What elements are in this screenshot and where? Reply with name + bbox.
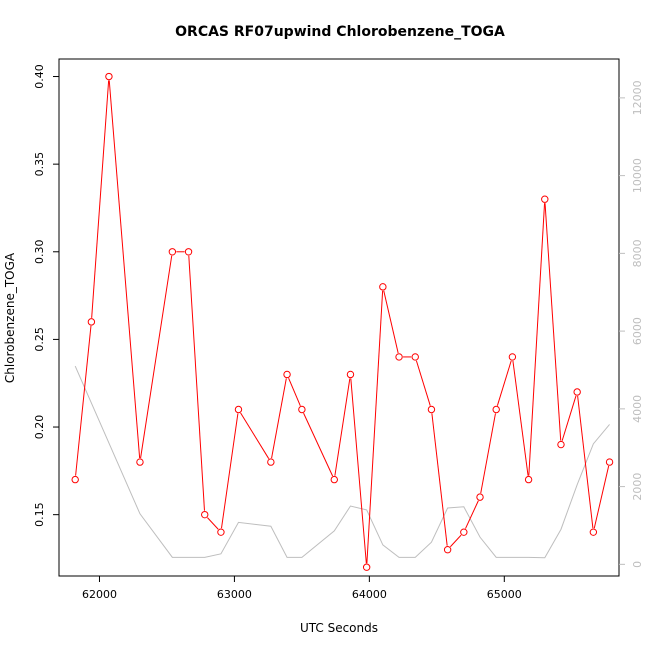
- primary-data-point: [411, 353, 419, 361]
- primary-data-point: [298, 405, 306, 414]
- primary-series-line-segment: [91, 80, 110, 318]
- secondary-series-line: [74, 365, 610, 559]
- y2-tick-label: 6000: [631, 317, 644, 345]
- primary-series-line-segment: [449, 534, 462, 548]
- primary-series-line-segment: [593, 465, 610, 529]
- y-axis: 0.15 0.20 0.25 0.30 0.35 0.40: [33, 64, 59, 527]
- y-tick-label: 0.40: [33, 64, 46, 89]
- primary-series-line-segment: [288, 377, 301, 407]
- primary-series-line-segment: [544, 203, 562, 441]
- y-tick-label: 0.30: [33, 240, 46, 265]
- primary-data-point: [589, 528, 598, 536]
- y2-tick-label: 8000: [631, 239, 644, 267]
- primary-series-line-segment: [108, 80, 141, 459]
- y2-tick-label: 10000: [631, 158, 644, 193]
- primary-series-line-segment: [366, 290, 384, 564]
- y2-tick-label: 12000: [631, 80, 644, 115]
- primary-series-line-segment: [496, 360, 512, 406]
- y-tick-label: 0.25: [33, 327, 46, 352]
- y-tick-label: 0.20: [33, 415, 46, 440]
- secondary-y-axis: 0 2000 4000 6000 8000 10000 12000: [619, 80, 644, 568]
- x-tick-label: 62000: [82, 588, 117, 601]
- y2-tick-label: 0: [631, 561, 644, 568]
- primary-series-line-segment: [561, 395, 577, 441]
- primary-data-point: [508, 353, 517, 361]
- primary-data-point: [105, 72, 113, 81]
- primary-series-line-segment: [188, 255, 205, 511]
- primary-series-line-segment: [431, 413, 448, 546]
- primary-data-point: [87, 318, 96, 326]
- primary-series-line-segment: [140, 255, 173, 459]
- series-layer: [71, 72, 614, 571]
- x-tick-label: 65000: [487, 588, 522, 601]
- primary-data-point: [346, 370, 355, 379]
- primary-data-point: [168, 248, 177, 256]
- y-axis-label: Chlorobenzene_TOGA: [3, 252, 17, 383]
- x-tick-label: 64000: [352, 588, 387, 601]
- primary-data-point: [184, 248, 193, 256]
- primary-data-point: [379, 283, 387, 291]
- primary-data-point: [267, 458, 275, 466]
- primary-data-point: [524, 475, 533, 484]
- primary-series-line-segment: [240, 412, 270, 459]
- primary-series-line-segment: [303, 412, 334, 477]
- primary-series-line-segment: [577, 395, 594, 529]
- x-axis: 62000 63000 64000 65000: [82, 576, 522, 601]
- y2-tick-label: 4000: [631, 395, 644, 423]
- y-tick-label: 0.35: [33, 152, 46, 177]
- primary-data-point: [201, 510, 209, 519]
- primary-series-line-segment: [350, 378, 367, 564]
- primary-data-point: [136, 458, 144, 466]
- primary-series-line-segment: [415, 360, 431, 406]
- primary-data-point: [283, 370, 291, 379]
- primary-data-point: [492, 405, 500, 414]
- primary-data-point: [395, 353, 403, 361]
- primary-data-point: [234, 405, 243, 414]
- y2-tick-label: 2000: [631, 473, 644, 501]
- plot-frame: [58, 58, 620, 577]
- primary-data-point: [71, 475, 79, 484]
- primary-data-point: [443, 546, 452, 554]
- primary-series-line-segment: [512, 360, 529, 476]
- primary-data-point: [476, 493, 484, 501]
- primary-series-line-segment: [528, 203, 546, 476]
- primary-series-line-segment: [271, 378, 287, 459]
- primary-data-point: [330, 475, 338, 484]
- chart-title: ORCAS RF07upwind Chlorobenzene_TOGA: [175, 24, 505, 40]
- primary-series-line-segment: [465, 500, 479, 529]
- primary-series-line-segment: [207, 517, 219, 530]
- primary-data-point: [427, 405, 436, 414]
- primary-data-point: [541, 195, 549, 203]
- primary-data-point: [573, 388, 581, 396]
- y-tick-label: 0.15: [33, 502, 46, 527]
- primary-series-line-segment: [75, 325, 92, 476]
- primary-series-line-segment: [480, 413, 496, 494]
- primary-series-line-segment: [220, 413, 239, 529]
- primary-data-point: [362, 563, 371, 571]
- primary-data-point: [217, 528, 225, 536]
- primary-data-point: [557, 440, 565, 449]
- primary-data-point: [605, 458, 614, 466]
- x-axis-label: UTC Seconds: [300, 621, 378, 635]
- primary-data-point: [460, 528, 468, 536]
- primary-series-line-segment: [383, 290, 399, 354]
- primary-series-line-segment: [334, 378, 351, 476]
- x-tick-label: 63000: [217, 588, 252, 601]
